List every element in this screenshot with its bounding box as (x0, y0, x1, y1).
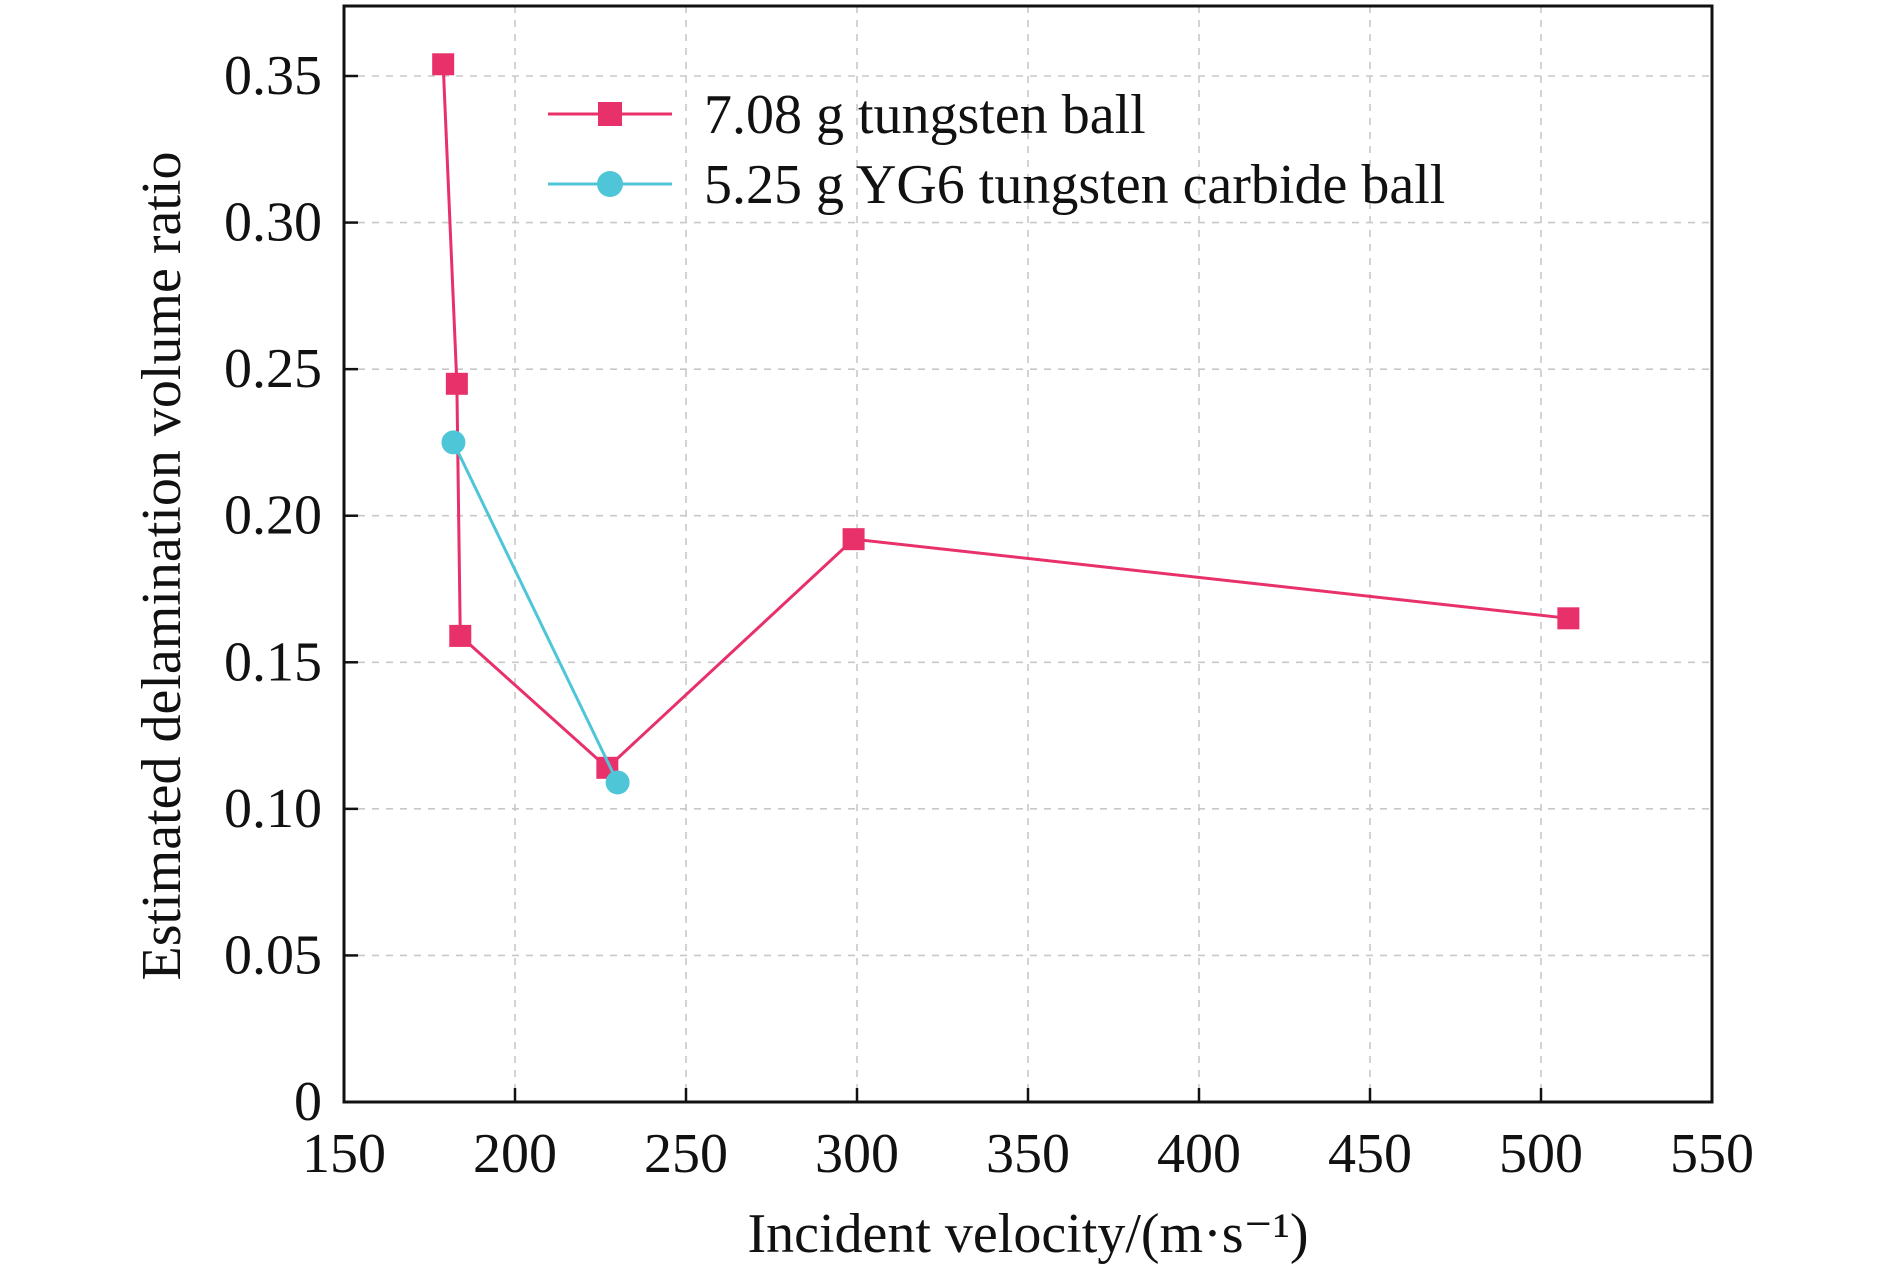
y-axis-title: Estimated delamination volume ratio (131, 152, 193, 981)
legend: 7.08 g tungsten ball 5.25 g YG6 tungsten … (548, 84, 1445, 216)
x-axis-title: Incident velocity/(m·s⁻¹) (747, 1203, 1308, 1265)
legend-item: 5.25 g YG6 tungsten carbide ball (548, 154, 1445, 216)
series-2 (441, 430, 630, 795)
y-tick-label: 0.05 (224, 924, 322, 986)
data-point-square (445, 372, 468, 395)
grid (344, 6, 1712, 1102)
series-line (452, 441, 619, 784)
y-tick-label: 0.15 (224, 631, 322, 693)
x-tick-label: 200 (473, 1123, 557, 1185)
x-tick-label: 400 (1157, 1123, 1241, 1185)
legend-marker-circle (597, 171, 623, 197)
y-tick-label: 0.25 (224, 338, 322, 400)
ticks (342, 74, 1714, 1104)
x-tick-label: 300 (815, 1123, 899, 1185)
data-point-circle (441, 430, 466, 455)
x-tick-label: 250 (644, 1123, 728, 1185)
data-point-square (449, 624, 472, 647)
y-tick-label: 0.20 (224, 485, 322, 547)
x-tick-label: 500 (1499, 1123, 1583, 1185)
x-tick-labels: 150 200 250 300 350 400 450 500 550 (302, 1123, 1754, 1185)
x-tick-label: 450 (1328, 1123, 1412, 1185)
y-tick-label: 0 (294, 1071, 322, 1133)
y-tick-label: 0.10 (224, 778, 322, 840)
legend-marker-square (598, 102, 622, 126)
series-1 (432, 53, 1580, 779)
x-tick-label: 550 (1670, 1123, 1754, 1185)
data-point-square (1557, 607, 1580, 630)
x-tick-label: 150 (302, 1123, 386, 1185)
y-tick-label: 0.30 (224, 192, 322, 254)
legend-label: 5.25 g YG6 tungsten carbide ball (704, 154, 1445, 216)
series-layer (432, 53, 1580, 795)
x-tick-label: 350 (986, 1123, 1070, 1185)
legend-item: 7.08 g tungsten ball (548, 84, 1146, 146)
y-tick-labels: 0 0.05 0.10 0.15 0.20 0.25 0.30 0.35 (224, 45, 322, 1133)
data-point-circle (605, 770, 630, 795)
y-tick-label: 0.35 (224, 45, 322, 107)
legend-label: 7.08 g tungsten ball (704, 84, 1146, 146)
data-point-square (432, 53, 455, 76)
series-line (441, 64, 1569, 770)
data-point-square (842, 528, 865, 551)
